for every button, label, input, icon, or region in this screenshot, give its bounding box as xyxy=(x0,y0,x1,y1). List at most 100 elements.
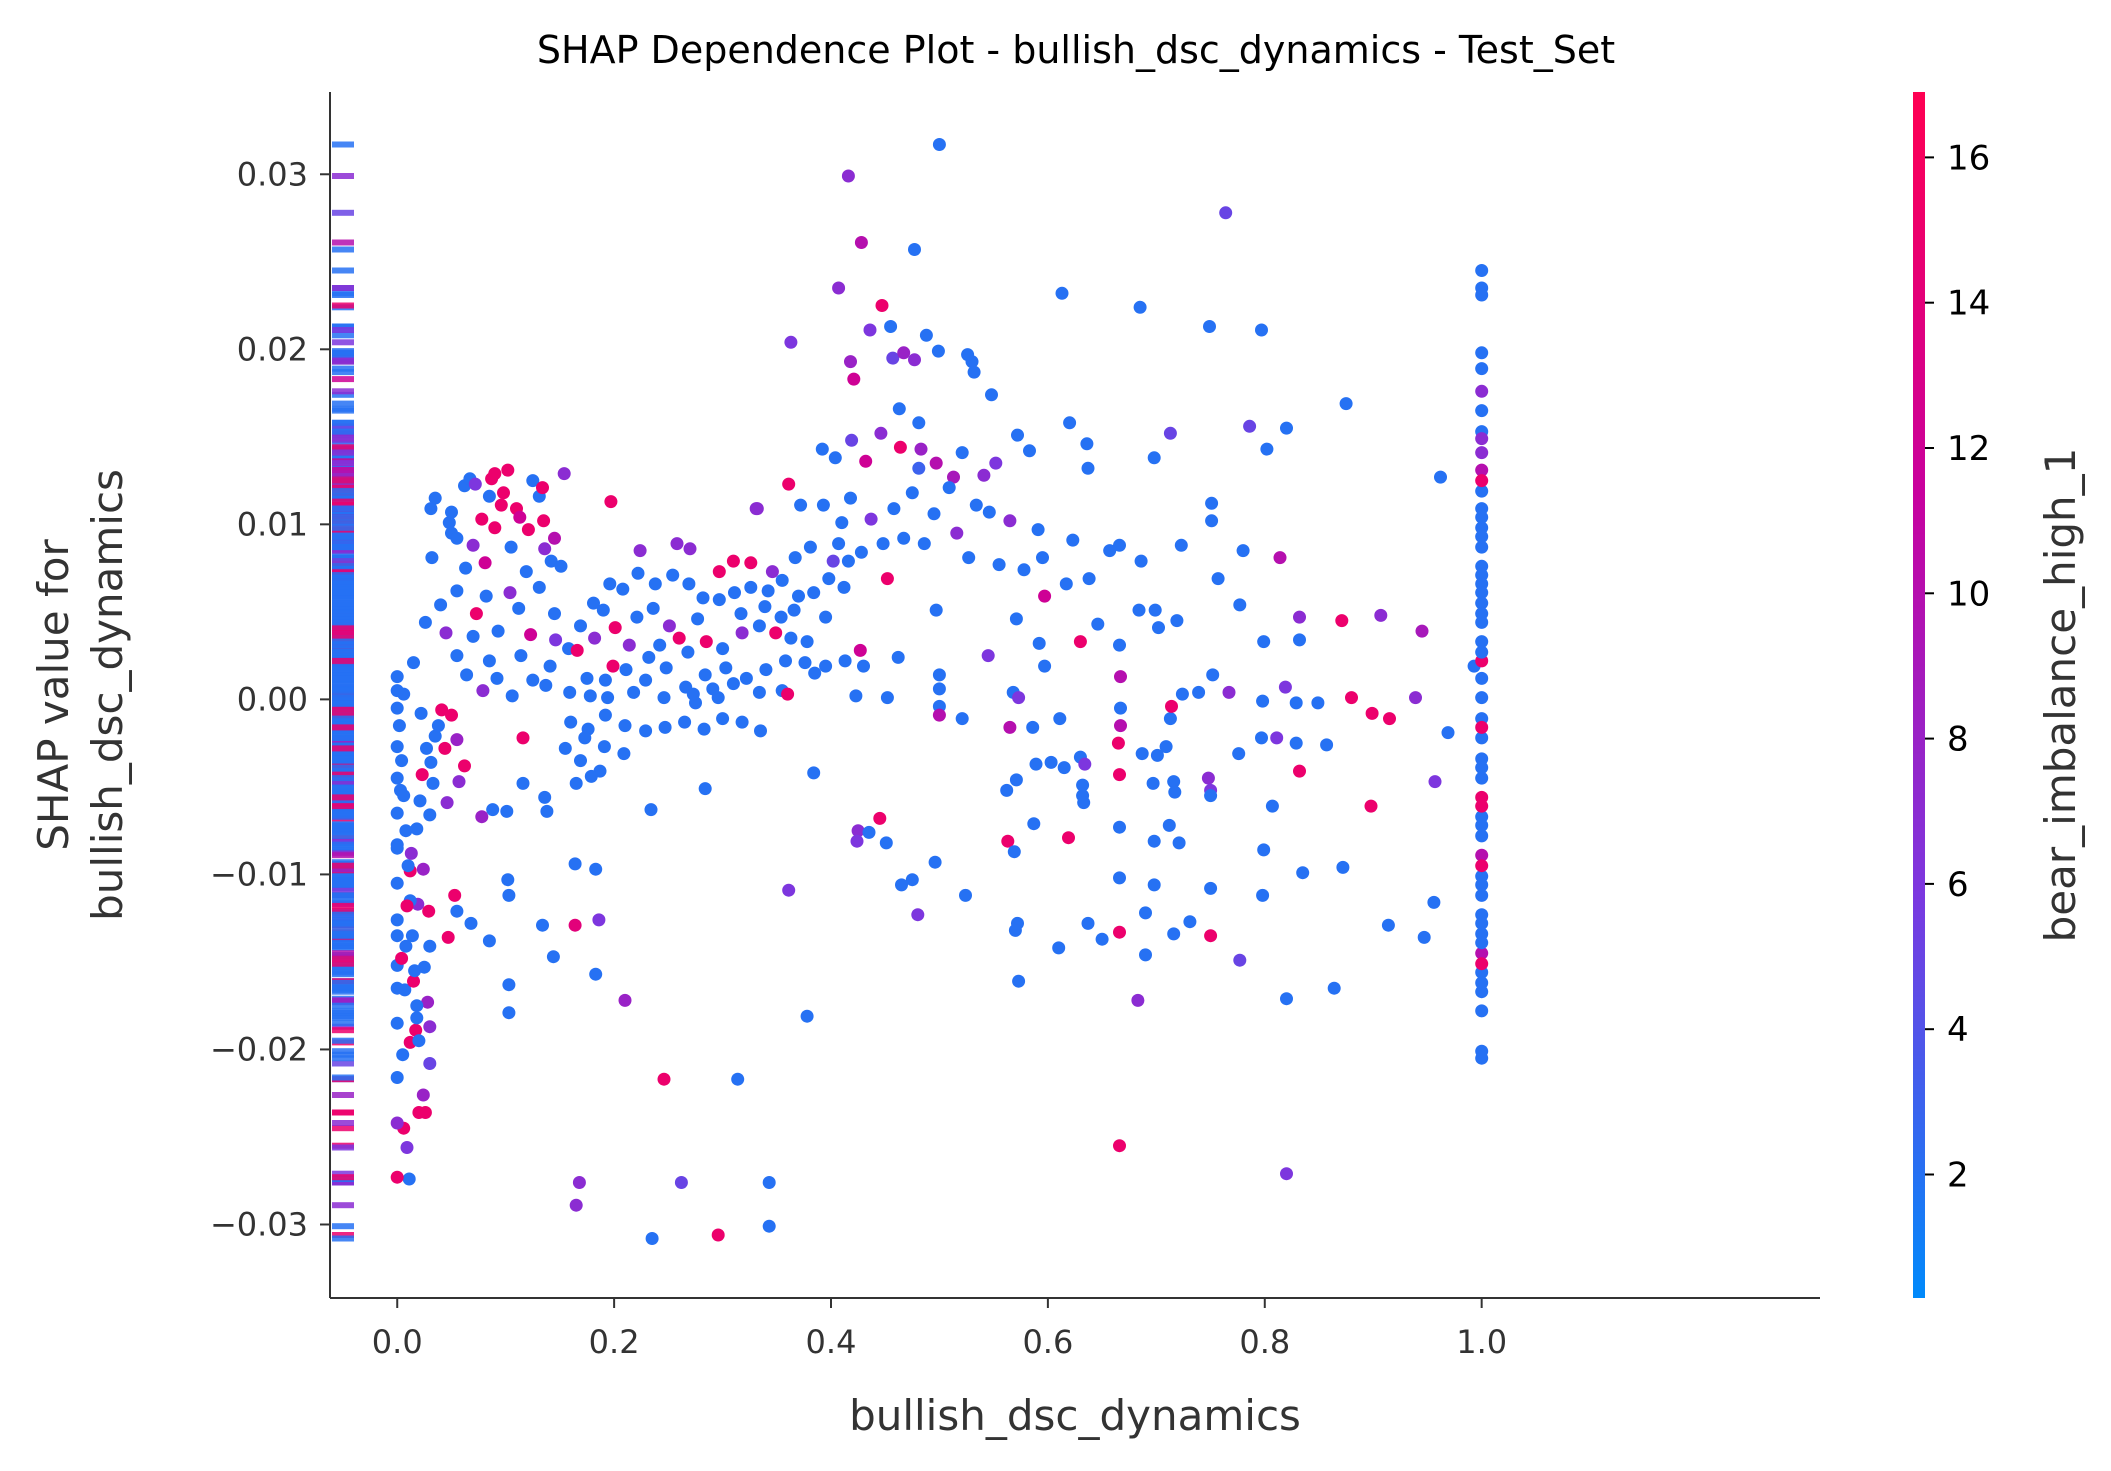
rug-mark xyxy=(332,806,354,813)
scatter-point xyxy=(981,649,995,663)
scatter-point xyxy=(491,624,505,638)
rug-mark xyxy=(332,706,354,713)
rug-mark xyxy=(332,444,354,451)
scatter-point xyxy=(686,687,700,701)
scatter-point xyxy=(423,1057,437,1070)
scatter-point xyxy=(838,654,852,668)
scatter-point xyxy=(1201,771,1215,785)
scatter-point xyxy=(1163,712,1177,726)
colorbar-tick-label: 16 xyxy=(1947,138,1990,178)
scatter-point xyxy=(1172,836,1186,850)
scatter-point xyxy=(1203,320,1216,333)
scatter-point xyxy=(716,712,730,726)
scatter-point xyxy=(1134,554,1148,568)
chart-title: SHAP Dependence Plot - bullish_dsc_dynam… xyxy=(537,28,1615,72)
scatter-point xyxy=(619,663,633,677)
scatter-point xyxy=(696,591,710,605)
rug-mark xyxy=(332,603,354,610)
scatter-point xyxy=(1475,691,1489,705)
scatter-point xyxy=(1255,731,1268,745)
rug-marks xyxy=(332,141,354,1242)
scatter-point xyxy=(847,372,861,386)
scatter-point xyxy=(837,580,851,594)
scatter-point xyxy=(662,619,676,633)
scatter-point xyxy=(1475,888,1489,902)
scatter-point xyxy=(502,1006,516,1020)
scatter-point xyxy=(543,659,557,673)
rug-mark xyxy=(332,554,354,561)
rug-mark xyxy=(332,719,354,726)
scatter-point xyxy=(932,682,946,696)
scatter-point xyxy=(1009,773,1023,787)
rug-mark xyxy=(332,979,354,986)
rug-mark xyxy=(332,727,354,734)
scatter-point xyxy=(815,442,829,456)
rug-mark xyxy=(332,876,354,883)
scatter-point xyxy=(1183,915,1197,929)
scatter-point xyxy=(1206,668,1220,682)
scatter-point xyxy=(1475,1004,1489,1018)
scatter-point xyxy=(942,481,956,495)
scatter-point xyxy=(1003,720,1017,734)
scatter-point xyxy=(390,841,404,855)
scatter-point xyxy=(1296,866,1310,880)
scatter-point xyxy=(658,720,672,734)
scatter-point xyxy=(475,512,489,526)
rug-mark xyxy=(332,267,354,274)
scatter-point xyxy=(1032,636,1046,650)
scatter-point xyxy=(1475,510,1489,524)
rug-mark xyxy=(332,675,354,682)
scatter-point xyxy=(604,495,618,509)
scatter-point xyxy=(962,551,976,565)
rug-mark xyxy=(332,841,354,848)
scatter-point xyxy=(1132,603,1146,617)
scatter-point xyxy=(1204,929,1218,943)
rug-mark xyxy=(332,657,354,664)
scatter-point xyxy=(1475,848,1489,862)
scatter-point xyxy=(761,584,775,598)
rug-mark xyxy=(332,911,354,918)
y-tick-label: −0.02 xyxy=(210,1030,308,1068)
colorbar-tick-label: 4 xyxy=(1947,1010,1969,1050)
scatter-point xyxy=(1475,731,1489,745)
rug-mark xyxy=(332,607,354,614)
rug-mark xyxy=(332,1170,354,1177)
scatter-point xyxy=(697,722,711,736)
scatter-point xyxy=(653,638,667,652)
rug-mark xyxy=(332,699,354,706)
scatter-point xyxy=(1475,384,1489,398)
scatter-point xyxy=(929,603,943,617)
scatter-point xyxy=(1152,621,1165,635)
scatter-point xyxy=(606,659,620,673)
scatter-point xyxy=(1255,323,1268,337)
scatter-point xyxy=(905,486,919,500)
rug-mark xyxy=(332,323,354,330)
scatter-point xyxy=(845,433,859,447)
scatter-point xyxy=(434,598,448,612)
scatter-point xyxy=(1280,992,1293,1006)
rug-mark xyxy=(332,1202,354,1209)
scatter-point xyxy=(775,573,789,587)
rug-mark xyxy=(332,505,354,512)
scatter-point xyxy=(452,775,466,789)
scatter-point xyxy=(415,768,429,782)
scatter-point xyxy=(1381,918,1395,932)
rug-mark xyxy=(332,339,354,346)
scatter-point xyxy=(1374,608,1388,622)
scatter-point xyxy=(844,355,857,369)
scatter-point xyxy=(1031,523,1045,537)
scatter-point xyxy=(779,654,792,668)
scatter-point xyxy=(1168,785,1182,799)
rug-mark xyxy=(332,302,354,309)
scatter-point xyxy=(674,1176,688,1189)
scatter-point xyxy=(891,650,905,664)
scatter-point xyxy=(399,939,413,953)
scatter-point xyxy=(1044,755,1058,769)
scatter-point xyxy=(928,855,942,869)
x-tick-label: 0.6 xyxy=(1022,1323,1073,1361)
scatter-point xyxy=(1475,957,1489,971)
rug-mark xyxy=(332,955,354,962)
scatter-point xyxy=(633,544,647,558)
scatter-point xyxy=(1475,916,1489,930)
